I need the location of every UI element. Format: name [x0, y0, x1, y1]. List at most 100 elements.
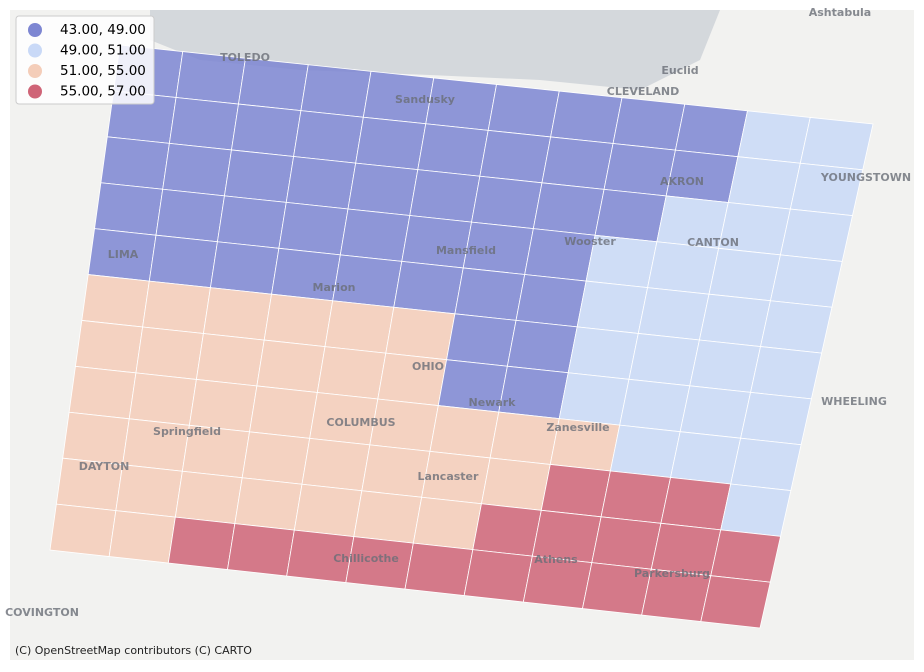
grid-cell: [75, 320, 144, 374]
grid-cell: [301, 437, 371, 492]
grid-cell: [487, 84, 560, 138]
place-label: DAYTON: [79, 460, 130, 473]
grid-cell: [647, 241, 720, 295]
grid-cell: [128, 372, 197, 426]
place-label: Marion: [313, 281, 356, 294]
place-label: YOUNGSTOWN: [820, 171, 911, 184]
grid-cell: [479, 129, 552, 184]
legend-marker: [28, 64, 42, 78]
grid-cell: [740, 391, 812, 446]
place-label: CLEVELAND: [607, 85, 679, 98]
legend-label: 43.00, 49.00: [60, 22, 146, 38]
place-label: Springfield: [153, 425, 221, 438]
place-label: Zanesville: [546, 421, 609, 434]
grid-cell: [385, 306, 456, 361]
place-label: COLUMBUS: [326, 416, 395, 429]
legend-label: 49.00, 51.00: [60, 43, 146, 59]
place-label: AKRON: [660, 175, 704, 188]
place-label: Lancaster: [418, 470, 479, 483]
grid-cell: [142, 280, 211, 334]
grid-cell: [195, 333, 265, 387]
grid-cell: [148, 234, 218, 289]
grid-cell: [670, 431, 742, 485]
grid-cell: [760, 300, 833, 354]
place-label: WHEELING: [821, 395, 887, 408]
place-label: Mansfield: [436, 244, 496, 257]
grid-cell: [174, 470, 243, 525]
grid-cell: [480, 457, 551, 511]
grid-cell: [417, 123, 489, 177]
grid-cell: [393, 260, 464, 315]
grid-cell: [162, 142, 232, 197]
legend-label: 55.00, 57.00: [60, 84, 146, 100]
grid-cell: [700, 575, 771, 629]
grid-cell: [231, 103, 302, 157]
grid-cell: [660, 477, 732, 531]
place-label: CANTON: [687, 236, 739, 249]
grid-cell: [710, 529, 782, 583]
grid-cell: [412, 496, 482, 551]
grid-cell: [108, 510, 176, 564]
grid-cell: [347, 162, 419, 216]
grid-cell: [209, 241, 280, 295]
grid-cell: [576, 280, 649, 334]
grid-cell: [353, 490, 423, 544]
grid-cell: [285, 156, 357, 210]
grid-cell: [81, 274, 150, 328]
grid-cell: [300, 64, 372, 118]
grid-cell: [472, 503, 542, 557]
grid-cell: [324, 300, 395, 354]
grid-cell: [135, 326, 204, 380]
grid-cell: [558, 372, 630, 426]
place-label: Euclid: [661, 64, 698, 77]
grid-cell: [498, 365, 569, 420]
grid-cell: [293, 110, 364, 164]
grid-cell: [628, 333, 700, 387]
attribution: (C) OpenStreetMap contributors (C) CARTO: [15, 644, 252, 657]
place-label: Wooster: [564, 235, 616, 248]
grid-cell: [49, 503, 117, 557]
place-label: Ashtabula: [809, 6, 871, 19]
grid-cell: [750, 346, 823, 400]
grid-cell: [637, 287, 710, 341]
grid-cell: [339, 208, 411, 262]
grid-cell: [293, 483, 363, 538]
grid-cell: [68, 365, 137, 420]
grid-cell: [730, 437, 802, 491]
grid-cell: [720, 483, 792, 537]
place-label: Sandusky: [395, 93, 455, 106]
grid-cell: [619, 378, 691, 433]
grid-cell: [567, 326, 639, 380]
grid-cell: [541, 136, 614, 190]
grid-cell: [489, 411, 560, 465]
grid-cell: [227, 523, 295, 577]
grid-cell: [202, 287, 273, 341]
grid-cell: [737, 110, 811, 164]
grid-cell: [609, 424, 681, 478]
grid-cell: [446, 313, 517, 367]
grid-cell: [168, 97, 239, 151]
grid-cell: [234, 477, 303, 531]
grid-cell: [471, 175, 543, 230]
grid-cell: [679, 385, 752, 439]
grid-cell: [263, 293, 334, 348]
grid-cell: [238, 57, 309, 112]
grid-cell: [603, 143, 676, 197]
grid-cell: [769, 254, 843, 308]
grid-cell: [550, 90, 623, 144]
grid-cell: [708, 247, 781, 302]
place-label: Parkersburg: [634, 567, 710, 580]
grid-cell: [463, 549, 533, 603]
grid-cell: [94, 182, 164, 236]
grid-cell: [540, 464, 611, 518]
legend: [15, 15, 155, 105]
grid-cell: [409, 169, 481, 223]
grid-cell: [188, 378, 258, 433]
grid-cell: [256, 339, 326, 393]
place-label: TOLEDO: [220, 51, 270, 64]
grid-cell: [799, 116, 874, 171]
grid-cell: [401, 215, 473, 269]
place-label: Chillicothe: [333, 552, 399, 565]
grid-cell: [454, 267, 526, 321]
place-label: LIMA: [108, 248, 139, 261]
